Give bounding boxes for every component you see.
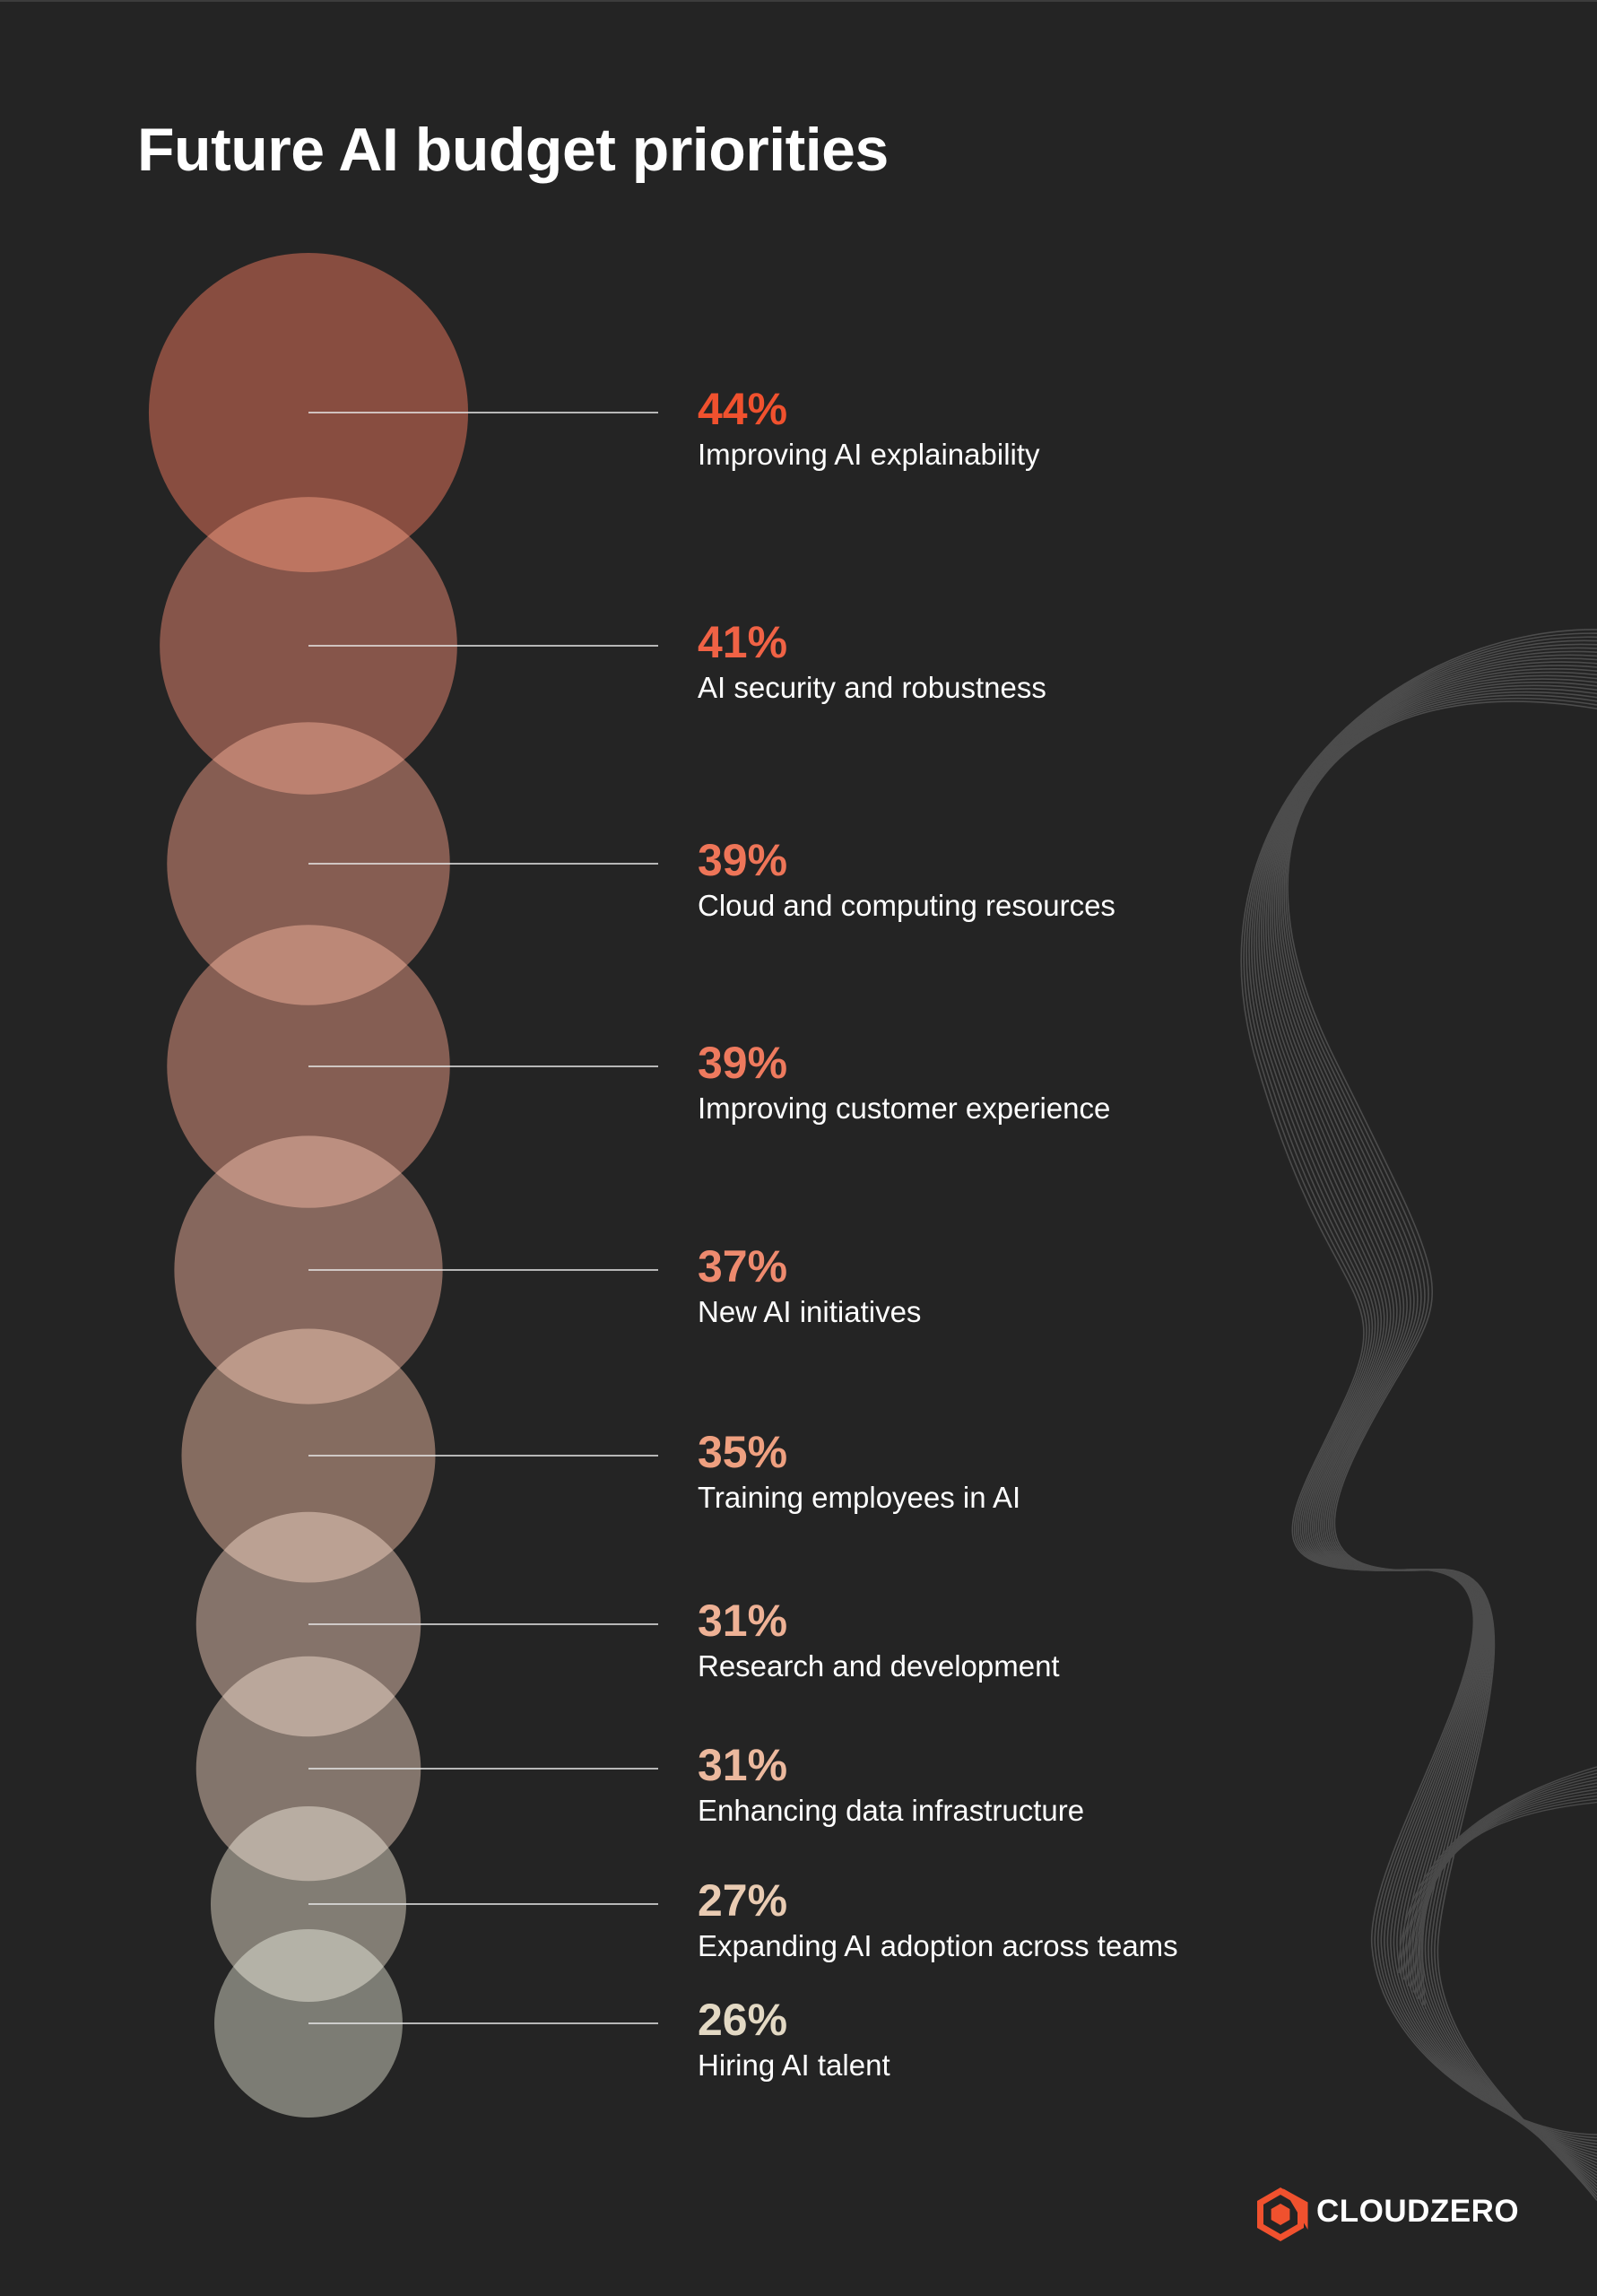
value-label-3: 39% <box>698 835 787 885</box>
value-label-5: 37% <box>698 1241 787 1292</box>
bubble-group <box>148 252 469 2118</box>
wave-line <box>1258 654 1597 2158</box>
value-label-10: 26% <box>698 1995 787 2045</box>
category-label-9: Expanding AI adoption across teams <box>698 1929 1178 1962</box>
wave-line <box>1269 671 1597 2173</box>
value-label-8: 31% <box>698 1740 787 1790</box>
wave-line <box>1283 694 1597 2196</box>
wave-line <box>1400 1769 1597 1977</box>
category-label-4: Improving customer experience <box>698 1091 1110 1125</box>
wave-line <box>1245 636 1597 2142</box>
label-group: 44% Improving AI explainability 41% AI secu… <box>698 384 1178 2082</box>
category-label-2: AI security and robustness <box>698 671 1046 704</box>
wave-line <box>1402 1772 1597 1980</box>
top-border <box>0 0 1597 2</box>
category-label-3: Cloud and computing resources <box>698 889 1115 922</box>
wave-line <box>1263 661 1597 2164</box>
category-label-7: Research and development <box>698 1649 1060 1683</box>
wave-line <box>1248 639 1597 2145</box>
category-label-5: New AI initiatives <box>698 1295 921 1328</box>
wave-line <box>1260 657 1597 2161</box>
wave-line <box>1251 643 1597 2148</box>
wave-line <box>1410 1782 1597 1990</box>
wave-line <box>1273 678 1597 2179</box>
wave-line <box>1280 688 1597 2189</box>
wave-line <box>1255 650 1597 2154</box>
wave-line <box>1281 691 1597 2192</box>
category-label-6: Training employees in AI <box>698 1481 1020 1514</box>
wave-line <box>1275 682 1597 2183</box>
wave-line <box>1267 668 1597 2170</box>
value-label-9: 27% <box>698 1875 787 1926</box>
wave-line <box>1419 1795 1597 2003</box>
wave-line <box>1253 647 1597 2152</box>
value-label-7: 31% <box>698 1596 787 1646</box>
wave-line <box>1408 1779 1597 1987</box>
brand-name: CLOUDZERO <box>1316 2194 1520 2229</box>
value-label-4: 39% <box>698 1038 787 1088</box>
value-label-2: 41% <box>698 617 787 667</box>
wave-line <box>1243 632 1597 2139</box>
wave-line <box>1285 697 1597 2198</box>
cloudzero-logo-icon <box>1257 2187 1308 2242</box>
category-label-10: Hiring AI talent <box>698 2048 890 2082</box>
wave-line <box>1421 1801 1597 2009</box>
wave-line <box>1240 629 1597 2135</box>
wave-line <box>1420 1798 1597 2006</box>
wave-line <box>1398 1766 1597 1974</box>
category-label-8: Enhancing data infrastructure <box>698 1794 1084 1827</box>
decorative-wave-lines <box>1240 629 1597 2201</box>
leader-line-group <box>308 412 658 2024</box>
chart-title: Future AI budget priorities <box>137 116 889 184</box>
value-label-6: 35% <box>698 1427 787 1477</box>
category-label-1: Improving AI explainability <box>698 438 1040 471</box>
value-label-1: 44% <box>698 384 787 434</box>
wave-line <box>1287 700 1597 2201</box>
wave-line <box>1405 1776 1597 1983</box>
